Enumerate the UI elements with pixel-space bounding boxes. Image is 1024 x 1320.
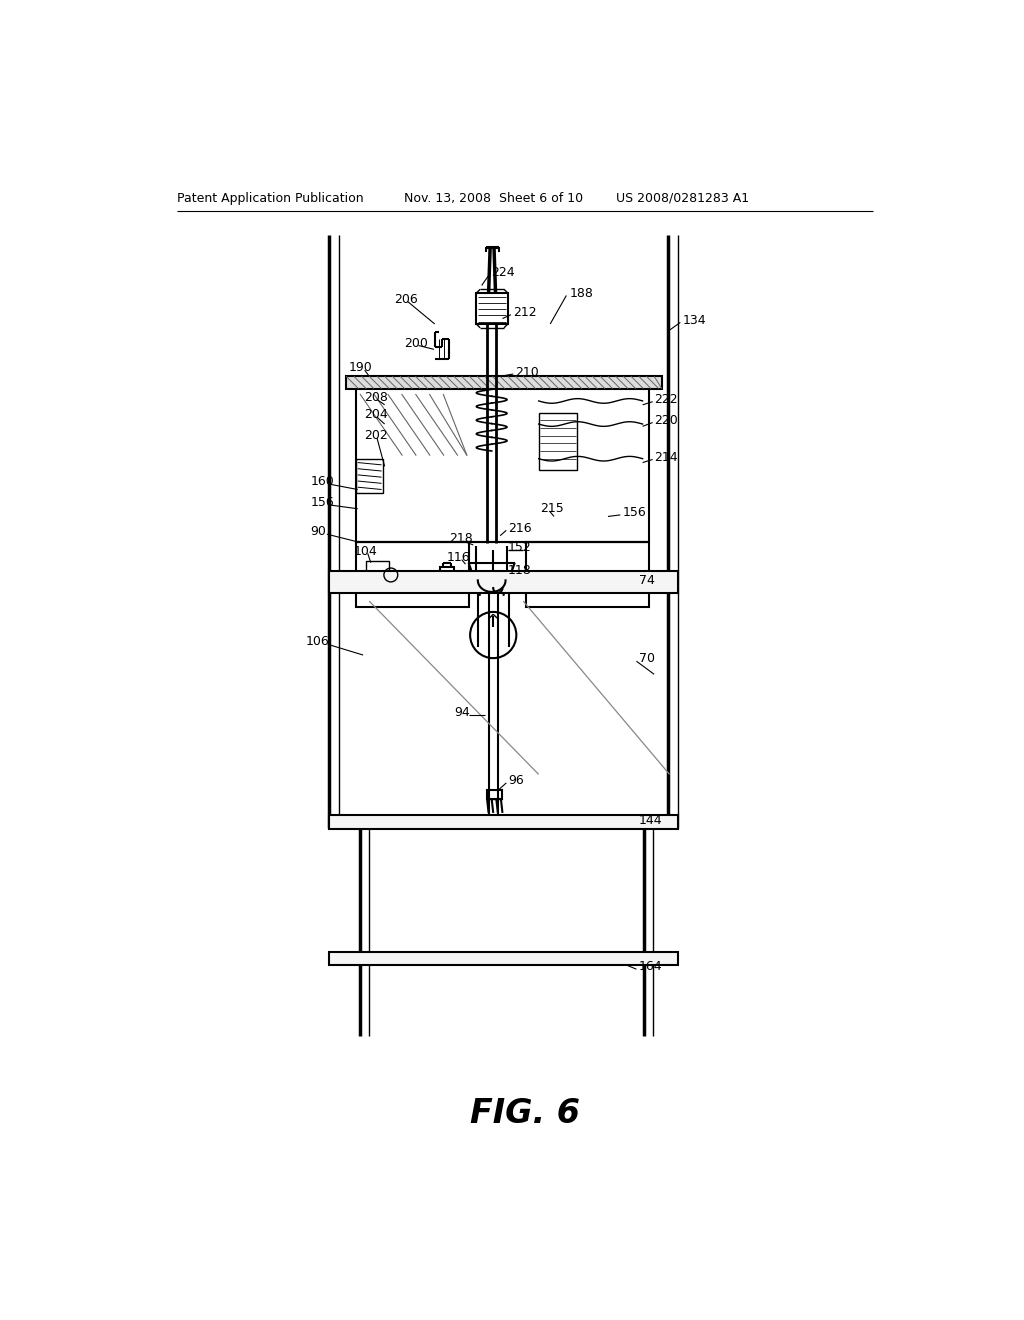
Text: 96: 96	[508, 774, 523, 787]
Text: 74: 74	[639, 574, 654, 587]
Text: 164: 164	[639, 961, 663, 973]
Bar	[346, 376, 662, 388]
Bar	[487, 789, 503, 799]
Bar	[330, 572, 678, 593]
Bar	[356, 543, 469, 607]
Bar	[539, 412, 578, 470]
Text: 190: 190	[348, 362, 372, 375]
Bar	[367, 561, 389, 573]
Bar	[330, 952, 678, 965]
Text: 90: 90	[310, 525, 327, 539]
Bar	[525, 543, 649, 607]
Bar	[330, 816, 678, 829]
Text: 208: 208	[364, 391, 388, 404]
Text: 222: 222	[654, 393, 678, 407]
Text: 156: 156	[310, 496, 335, 510]
Text: 214: 214	[654, 450, 678, 463]
Text: Patent Application Publication: Patent Application Publication	[177, 191, 364, 205]
Text: 134: 134	[683, 314, 707, 326]
Text: 210: 210	[515, 366, 540, 379]
Text: 70: 70	[639, 652, 654, 665]
Bar	[440, 566, 454, 590]
Text: 94: 94	[454, 706, 470, 719]
Text: 204: 204	[364, 408, 388, 421]
Text: 188: 188	[569, 286, 593, 300]
Text: FIG. 6: FIG. 6	[470, 1097, 580, 1130]
Text: 218: 218	[450, 532, 473, 545]
Bar	[476, 293, 508, 323]
Text: 220: 220	[654, 413, 678, 426]
Text: US 2008/0281283 A1: US 2008/0281283 A1	[615, 191, 749, 205]
Text: 224: 224	[490, 265, 514, 279]
Text: 116: 116	[446, 550, 470, 564]
Text: 104: 104	[354, 545, 378, 557]
Text: 144: 144	[639, 814, 663, 828]
Text: 216: 216	[508, 521, 531, 535]
Text: 106: 106	[306, 635, 330, 648]
Text: 160: 160	[310, 475, 335, 488]
Text: Nov. 13, 2008  Sheet 6 of 10: Nov. 13, 2008 Sheet 6 of 10	[403, 191, 583, 205]
Bar	[356, 388, 649, 543]
Text: 206: 206	[394, 293, 418, 306]
Text: 118: 118	[508, 564, 531, 577]
Text: 152: 152	[508, 541, 531, 554]
Text: 156: 156	[623, 506, 646, 519]
Bar	[356, 459, 383, 494]
Text: 202: 202	[364, 429, 388, 442]
Text: 212: 212	[513, 306, 537, 319]
Text: 215: 215	[541, 502, 564, 515]
Text: 200: 200	[403, 337, 428, 350]
